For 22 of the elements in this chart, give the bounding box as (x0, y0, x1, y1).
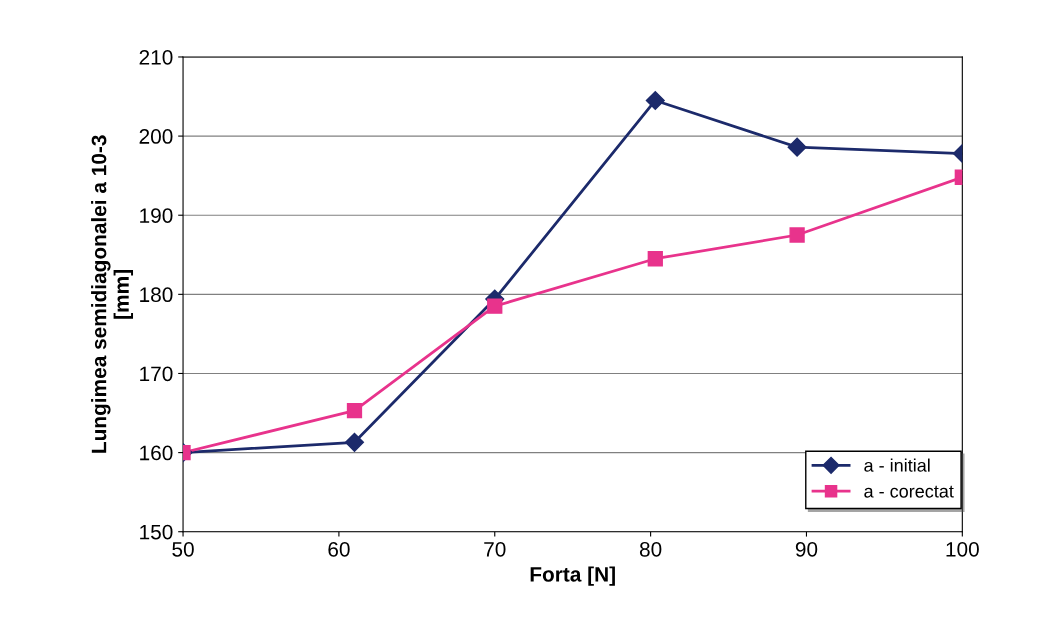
x-tick-label: 70 (484, 541, 506, 557)
y-tick-label: 170 (140, 366, 173, 382)
x-tick-label: 90 (795, 541, 818, 557)
x-axis-title: Forta [N] (530, 566, 615, 586)
legend-label: a - initial (864, 458, 930, 472)
y-tick-label: 160 (140, 445, 173, 461)
y-axis-title: Lungimea semidiagonalei a 10-3 [mm] (91, 135, 134, 453)
y-tick-label: 200 (139, 129, 173, 144)
point (344, 432, 365, 452)
point (647, 251, 663, 267)
point (487, 298, 503, 314)
y-tick-label: 190 (140, 208, 173, 223)
legend-label: a - corectat (864, 485, 954, 498)
y-tick-label: 210 (139, 49, 173, 65)
x-tick-label: 100 (946, 541, 979, 557)
y-tick-label: 150 (140, 524, 173, 540)
x-tick-label: 50 (172, 541, 194, 557)
point (645, 90, 665, 111)
x-tick-label: 80 (639, 541, 662, 557)
point (346, 403, 363, 419)
x-tick-label: 60 (328, 541, 350, 557)
y-tick-label: 180 (140, 287, 173, 303)
